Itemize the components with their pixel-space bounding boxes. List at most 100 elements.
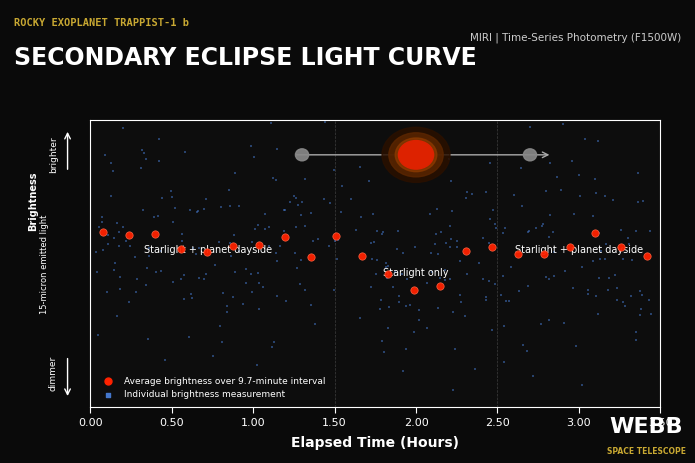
Point <box>214 322 225 329</box>
Point <box>480 293 491 300</box>
Point <box>594 229 605 237</box>
Point <box>592 310 603 318</box>
Point <box>270 250 281 257</box>
Point <box>603 287 614 294</box>
Point <box>552 173 563 181</box>
Point <box>188 244 199 251</box>
Text: WEBB: WEBB <box>610 417 683 437</box>
Point <box>138 206 149 213</box>
Point <box>566 157 578 165</box>
Point <box>486 326 498 333</box>
Point <box>404 301 416 308</box>
Point <box>113 229 124 236</box>
Point <box>387 283 398 291</box>
Point <box>109 235 120 242</box>
Point <box>540 273 551 281</box>
Point <box>376 297 387 304</box>
Point <box>160 357 171 364</box>
Text: ROCKY EXOPLANET TRAPPIST-1 b: ROCKY EXOPLANET TRAPPIST-1 b <box>14 19 189 28</box>
Point <box>102 240 113 247</box>
Point <box>413 316 424 323</box>
Point <box>230 169 241 176</box>
Point <box>336 208 347 215</box>
Point <box>323 242 334 250</box>
Point <box>186 294 197 302</box>
Point <box>167 193 178 200</box>
Point <box>588 257 599 264</box>
Point <box>154 158 165 165</box>
Point <box>114 285 125 293</box>
Point <box>295 281 306 288</box>
Point <box>568 285 579 292</box>
Point <box>616 245 627 252</box>
Point <box>421 160 432 167</box>
Point <box>446 235 457 243</box>
Point <box>636 291 647 298</box>
Point <box>462 189 473 196</box>
Point <box>98 228 109 235</box>
Point <box>455 299 466 306</box>
Point <box>143 244 154 252</box>
Point <box>149 213 160 220</box>
Point <box>93 224 104 231</box>
Point <box>285 199 296 206</box>
Point <box>222 303 233 310</box>
Point <box>246 288 257 295</box>
Point <box>536 222 547 230</box>
Point <box>484 277 495 284</box>
Point <box>557 120 568 128</box>
Point <box>332 236 343 244</box>
Point <box>467 190 478 197</box>
Point <box>523 227 534 235</box>
Point <box>92 332 103 339</box>
Point <box>141 155 152 163</box>
Point <box>544 160 555 167</box>
Point <box>618 255 629 262</box>
Point <box>139 149 150 156</box>
Point <box>156 248 167 255</box>
Point <box>91 268 102 275</box>
Point <box>377 337 388 344</box>
Point <box>409 286 420 294</box>
Point <box>186 103 197 110</box>
Point <box>448 308 459 316</box>
Point <box>445 178 456 185</box>
Point <box>130 288 141 295</box>
Point <box>523 282 534 289</box>
Point <box>289 250 300 257</box>
Point <box>275 243 286 250</box>
Point <box>254 305 265 313</box>
Point <box>136 146 147 154</box>
Point <box>246 238 257 246</box>
Point <box>279 227 290 234</box>
Point <box>370 271 382 278</box>
Point <box>332 255 343 263</box>
Point <box>124 232 135 239</box>
Point <box>222 308 233 316</box>
Point <box>579 135 590 143</box>
Point <box>489 280 500 288</box>
Point <box>515 165 526 172</box>
Point <box>136 164 147 171</box>
Text: Brightness: Brightness <box>28 171 38 231</box>
Point <box>269 338 280 345</box>
Point <box>176 237 187 244</box>
Point <box>201 195 212 203</box>
Point <box>549 248 560 255</box>
Point <box>193 207 204 215</box>
Point <box>434 274 445 281</box>
Point <box>279 206 291 214</box>
Point <box>591 292 602 300</box>
Point <box>435 229 446 236</box>
Point <box>538 220 549 228</box>
Point <box>495 292 506 299</box>
Point <box>484 215 496 223</box>
Point <box>167 218 179 225</box>
Point <box>252 269 263 277</box>
Point <box>113 242 124 250</box>
Point <box>365 240 376 247</box>
Point <box>215 203 227 211</box>
Point <box>594 256 605 263</box>
Text: SPACE TELESCOPE: SPACE TELESCOPE <box>607 447 686 457</box>
Point <box>422 324 433 331</box>
